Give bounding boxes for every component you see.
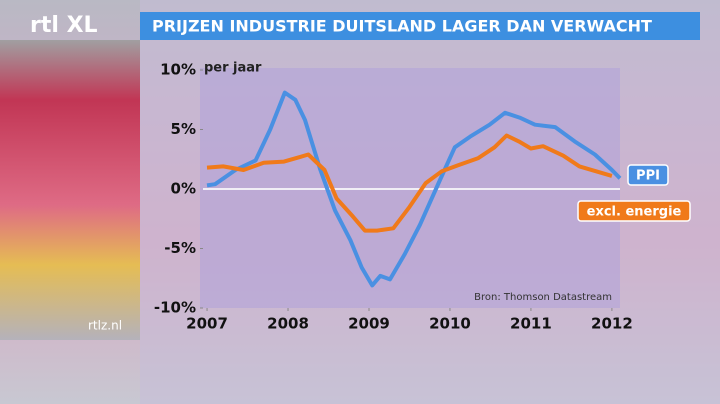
series-line: [206, 90, 622, 288]
logo: rtl XL: [30, 13, 98, 38]
legend-tag: [627, 164, 669, 186]
site: rtlz.nl: [88, 319, 122, 333]
source: Bron: Thomson Datastream: [474, 292, 612, 303]
x-tick-label: 2007: [186, 315, 228, 333]
series-line: [206, 133, 613, 233]
legend-label: excl. energie: [587, 205, 682, 220]
x-tick-label: 2008: [267, 315, 309, 333]
y-tick-label: -10%: [154, 299, 196, 317]
y-tick-label: 5%: [171, 120, 196, 138]
legend-label: PPI: [636, 169, 660, 184]
flag-backdrop: [0, 40, 140, 340]
y-tick-label: -5%: [164, 239, 196, 257]
legend-tag: [577, 200, 691, 222]
x-tick-label: 2009: [348, 315, 390, 333]
x-tick-label: 2012: [591, 315, 633, 333]
chart-title: PRIJZEN INDUSTRIE DUITSLAND LAGER DAN VE…: [152, 17, 652, 36]
y-axis-label: per jaar: [204, 61, 262, 76]
x-tick-label: 2010: [429, 315, 471, 333]
title-bar: [140, 12, 700, 40]
y-tick-label: 10%: [160, 61, 196, 79]
x-tick-label: 2011: [510, 315, 552, 333]
y-tick-label: 0%: [171, 180, 196, 198]
